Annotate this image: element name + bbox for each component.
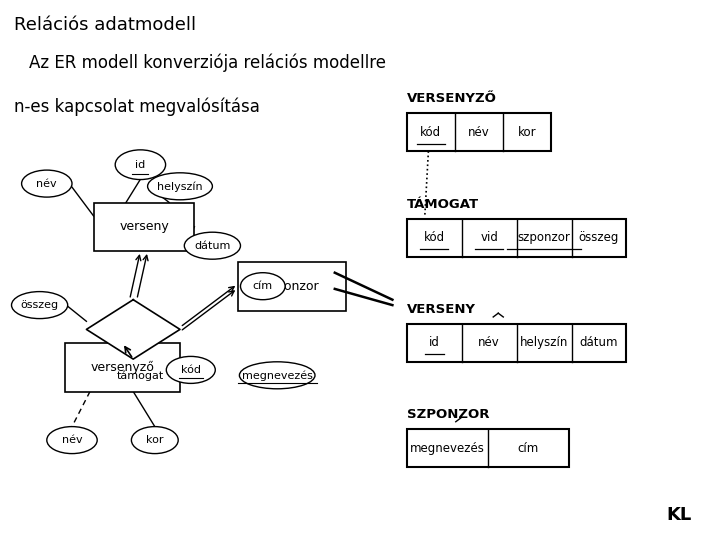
- Ellipse shape: [240, 273, 285, 300]
- Text: cím: cím: [518, 442, 539, 455]
- Ellipse shape: [166, 356, 215, 383]
- Ellipse shape: [22, 170, 72, 197]
- Text: verseny: verseny: [119, 220, 169, 233]
- Text: név: név: [478, 336, 500, 349]
- Ellipse shape: [239, 362, 315, 389]
- Text: kód: kód: [420, 126, 441, 139]
- Text: név: név: [62, 435, 82, 445]
- FancyBboxPatch shape: [94, 202, 194, 251]
- Text: szponzor: szponzor: [518, 231, 570, 244]
- FancyBboxPatch shape: [407, 429, 569, 467]
- Text: név: név: [37, 179, 57, 188]
- Text: támogat: támogat: [117, 371, 164, 381]
- Ellipse shape: [12, 292, 68, 319]
- Text: szponzor: szponzor: [264, 280, 320, 293]
- Text: id: id: [135, 160, 145, 170]
- Text: VERSENY: VERSENY: [407, 303, 476, 316]
- Ellipse shape: [115, 150, 166, 180]
- FancyBboxPatch shape: [407, 324, 626, 362]
- Text: összeg: összeg: [21, 300, 58, 310]
- Text: vid: vid: [480, 231, 498, 244]
- Ellipse shape: [148, 173, 212, 200]
- Text: kor: kor: [146, 435, 163, 445]
- Text: kód: kód: [423, 231, 445, 244]
- Text: VERSENYZŐ: VERSENYZŐ: [407, 92, 497, 105]
- Text: dátum: dátum: [194, 241, 230, 251]
- Text: kor: kor: [518, 126, 536, 139]
- Text: n-es kapcsolat megvalósítása: n-es kapcsolat megvalósítása: [14, 97, 260, 116]
- Text: Relációs adatmodell: Relációs adatmodell: [14, 16, 197, 34]
- Text: cím: cím: [253, 281, 273, 291]
- Text: megnevezés: megnevezés: [242, 370, 312, 381]
- Text: dátum: dátum: [580, 336, 618, 349]
- Text: versenyző: versenyző: [91, 361, 154, 374]
- Text: id: id: [429, 336, 440, 349]
- Text: kód: kód: [181, 365, 201, 375]
- Text: helyszín: helyszín: [157, 181, 203, 192]
- Text: TÁMOGAT: TÁMOGAT: [407, 198, 479, 211]
- Polygon shape: [86, 300, 180, 359]
- FancyBboxPatch shape: [238, 262, 346, 310]
- Text: Az ER modell konverziója relációs modellre: Az ER modell konverziója relációs modell…: [29, 54, 386, 72]
- Text: összeg: összeg: [579, 231, 619, 244]
- Ellipse shape: [132, 427, 179, 454]
- Text: megnevezés: megnevezés: [410, 442, 485, 455]
- Text: helyszín: helyszín: [520, 336, 568, 349]
- Text: KL: KL: [666, 506, 691, 524]
- Ellipse shape: [184, 232, 240, 259]
- Ellipse shape: [47, 427, 97, 454]
- Text: név: név: [468, 126, 490, 139]
- FancyBboxPatch shape: [407, 113, 551, 151]
- FancyBboxPatch shape: [407, 219, 626, 256]
- FancyBboxPatch shape: [65, 343, 180, 391]
- Text: SZPONZOR: SZPONZOR: [407, 408, 490, 421]
